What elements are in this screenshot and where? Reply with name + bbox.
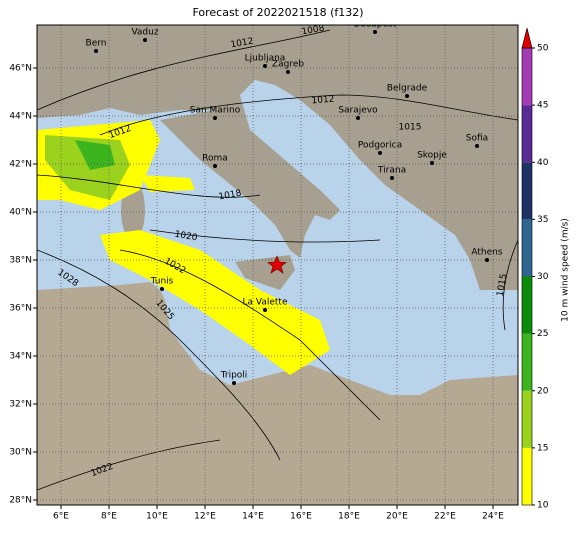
map-frame — [36, 24, 519, 506]
city-label: Belgrade — [387, 84, 428, 94]
city-label: Tripoli — [220, 371, 248, 381]
city-dot — [213, 116, 217, 120]
city-dot — [263, 308, 267, 312]
city-dot — [160, 287, 164, 291]
lon-tick-label: 12°E — [194, 512, 216, 522]
colorbar-segment — [522, 162, 532, 220]
colorbar-extend — [521, 27, 533, 49]
isobar-label: 1018 — [218, 189, 243, 203]
city-dot — [378, 151, 382, 155]
city-dot — [485, 258, 489, 262]
city-dot — [94, 49, 98, 53]
colorbar-segment — [522, 219, 532, 277]
colorbar-tick-label: 45 — [537, 101, 548, 111]
colorbar-segment — [522, 333, 532, 391]
colorbar-label: 10 m wind speed (m/s) — [561, 218, 571, 322]
lon-tick-label: 20°E — [386, 512, 408, 522]
lon-tick-label: 8°E — [101, 512, 117, 522]
lon-tick-label: 10°E — [146, 512, 168, 522]
city-dot — [356, 116, 360, 120]
wind-area — [75, 140, 115, 170]
location-star — [267, 255, 287, 274]
city-label: San Marino — [190, 106, 241, 116]
city-dot — [143, 38, 147, 42]
lon-tick-label: 18°E — [338, 512, 360, 522]
city-label: Athens — [471, 248, 502, 258]
city-dot — [263, 64, 267, 68]
land-italy — [160, 95, 340, 258]
city-label: Tunis — [150, 277, 174, 287]
city-dot — [475, 144, 479, 148]
colorbar-tick-label: 50 — [537, 44, 549, 54]
wind-area — [140, 175, 195, 192]
city-label: Zagreb — [272, 60, 304, 70]
lat-tick-label: 44°N — [9, 112, 32, 122]
isobar-label: 1020 — [174, 230, 199, 244]
city-dot — [405, 94, 409, 98]
lat-tick-label: 42°N — [9, 160, 32, 170]
colorbar-segment — [522, 447, 532, 505]
grid — [37, 25, 518, 505]
lat-tick-label: 40°N — [9, 208, 32, 218]
city-dot — [286, 70, 290, 74]
city-label: Podgorica — [358, 141, 402, 151]
city-dot — [430, 161, 434, 165]
city-dot — [390, 176, 394, 180]
isobar-label: 1008 — [301, 24, 326, 38]
lon-tick-label: 22°E — [434, 512, 456, 522]
colorbar: 10 15 20 25 30 35 40 45 50 — [521, 27, 549, 511]
lat-tick-label: 34°N — [9, 352, 32, 362]
city-label: Budapest — [354, 20, 397, 30]
colorbar-segment — [522, 390, 532, 448]
city-dot — [213, 164, 217, 168]
city-dot — [373, 30, 377, 34]
lat-tick-label: 32°N — [9, 400, 32, 410]
lon-tick-label: 14°E — [242, 512, 264, 522]
city-label: Tirana — [377, 166, 406, 176]
city-label: Skopje — [417, 151, 447, 161]
lat-tick-label: 36°N — [9, 304, 32, 314]
isobar-label: 1015 — [496, 273, 510, 297]
city-label: Ljubljana — [245, 54, 286, 64]
city-label: Bern — [86, 39, 107, 49]
colorbar-tick-label: 15 — [537, 443, 548, 453]
lat-tick-label: 28°N — [9, 496, 32, 506]
lon-tick-label: 6°E — [53, 512, 69, 522]
wind-area — [100, 230, 330, 375]
lat-tick-label: 30°N — [9, 448, 32, 458]
lon-tick-label: 24°E — [482, 512, 504, 522]
city-label: La Valette — [243, 298, 288, 308]
city-label: Sofia — [466, 134, 488, 144]
city-dot — [232, 381, 236, 385]
lat-tick-label: 38°N — [9, 256, 32, 266]
isobar-label: 1015 — [399, 123, 422, 133]
isobar-label: 1012 — [311, 95, 335, 107]
colorbar-tick-label: 35 — [537, 215, 548, 225]
isobars — [37, 29, 518, 491]
lon-tick-label: 16°E — [290, 512, 312, 522]
map-title: Forecast of 2022021518 (f132) — [192, 6, 363, 19]
city-label: Sarajevo — [338, 106, 378, 116]
colorbar-tick-label: 10 — [537, 501, 549, 511]
colorbar-tick-label: 20 — [537, 386, 549, 396]
colorbar-tick-label: 25 — [537, 329, 548, 339]
colorbar-segment — [522, 276, 532, 334]
lat-tick-label: 46°N — [9, 64, 32, 74]
city-label: Roma — [202, 154, 228, 164]
colorbar-tick-label: 40 — [537, 158, 549, 168]
city-label: Vaduz — [131, 28, 158, 38]
colorbar-segment — [522, 105, 532, 163]
colorbar-tick-label: 30 — [537, 272, 549, 282]
isobar-label: 1012 — [230, 37, 254, 51]
colorbar-segment — [522, 48, 532, 106]
